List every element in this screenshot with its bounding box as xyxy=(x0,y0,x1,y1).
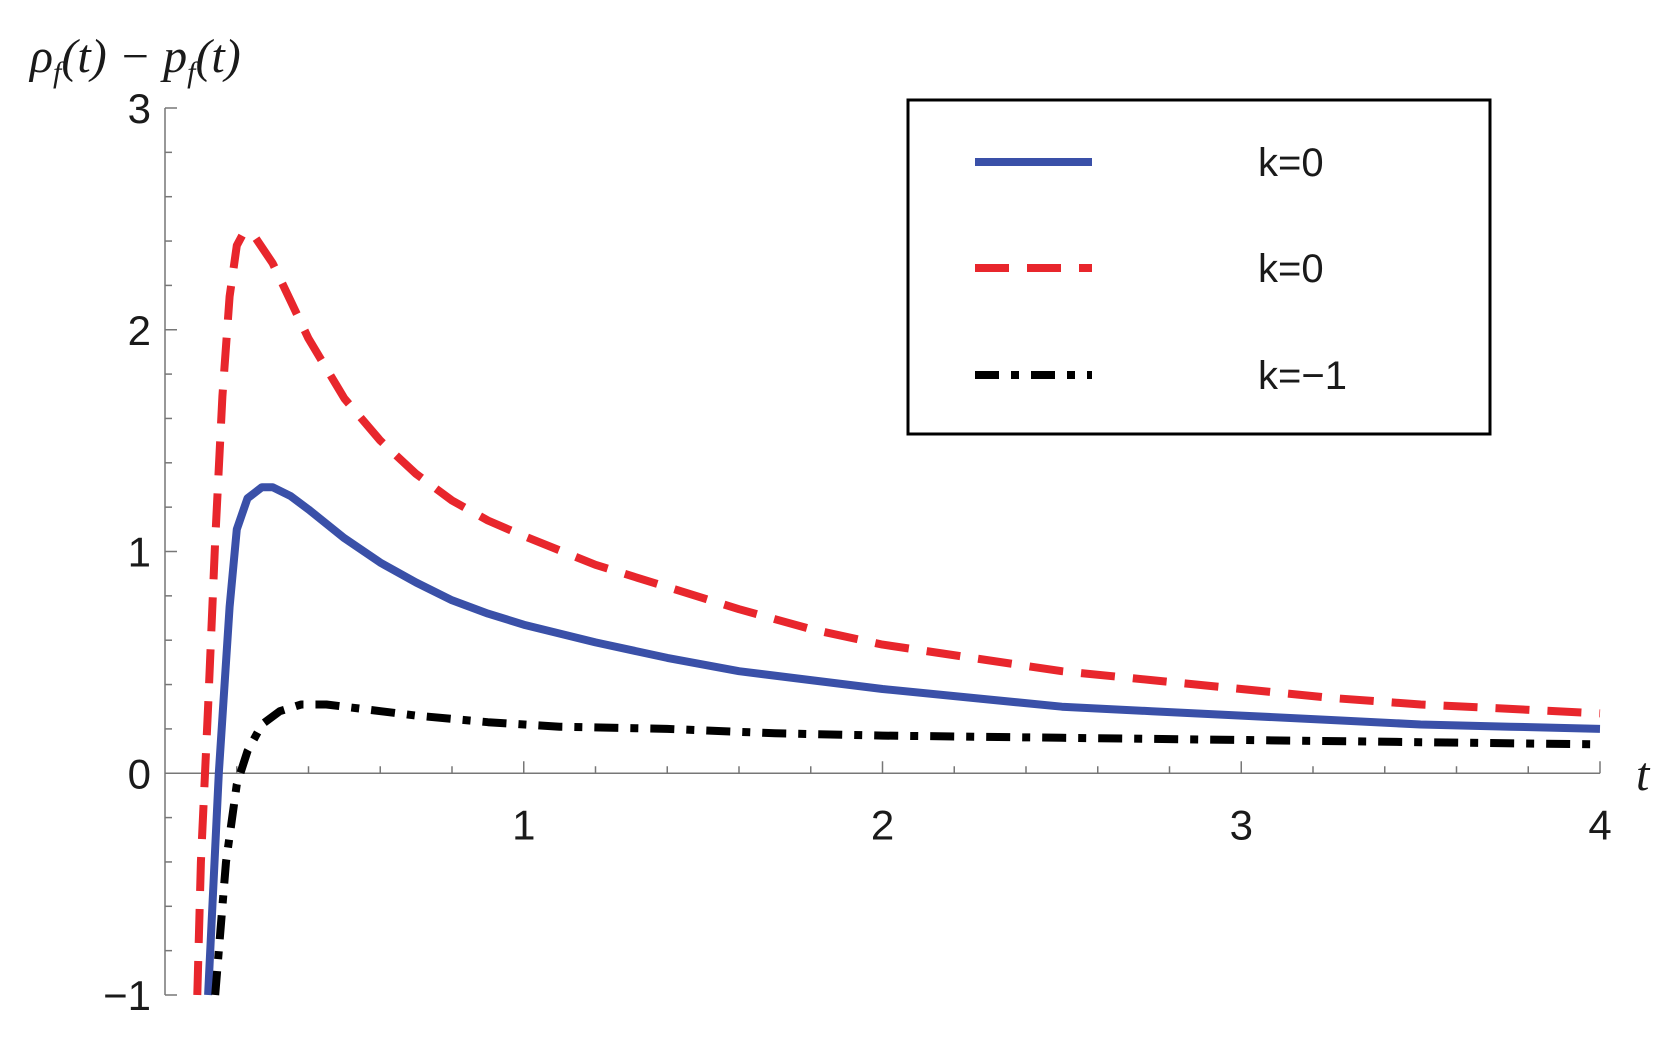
axes: −1 0 1 2 3 1 2 3 4 xyxy=(103,85,1612,1019)
y-tick-label: 2 xyxy=(128,307,151,354)
legend-label-3: k=−1 xyxy=(1258,354,1347,398)
legend: k=0 k=0 k=−1 xyxy=(906,98,1492,436)
x-tick-label: 2 xyxy=(871,801,894,848)
y-tick-label: 1 xyxy=(128,529,151,576)
x-axis-label: t xyxy=(1636,748,1651,801)
y-axis-label: ρf(t) − pf(t) xyxy=(28,30,241,89)
legend-label-1: k=0 xyxy=(1258,141,1324,185)
y-label-end: (t) xyxy=(195,30,240,83)
series-layer xyxy=(193,228,1601,996)
series-line-1 xyxy=(204,483,1601,996)
y-tick-label: 3 xyxy=(128,85,151,132)
series-line-3 xyxy=(211,700,1601,996)
x-tick-label: 4 xyxy=(1588,801,1611,848)
legend-label-2: k=0 xyxy=(1258,247,1324,291)
x-tick-label: 1 xyxy=(512,801,535,848)
x-tick-label: 3 xyxy=(1230,801,1253,848)
series-line-2 xyxy=(193,228,1601,996)
y-label-rho: ρ xyxy=(28,30,53,83)
y-tick-label: −1 xyxy=(103,972,151,1019)
y-label-mid: (t) − xyxy=(61,30,163,83)
y-tick-label: 0 xyxy=(128,750,151,797)
y-label-p: p xyxy=(160,30,187,83)
